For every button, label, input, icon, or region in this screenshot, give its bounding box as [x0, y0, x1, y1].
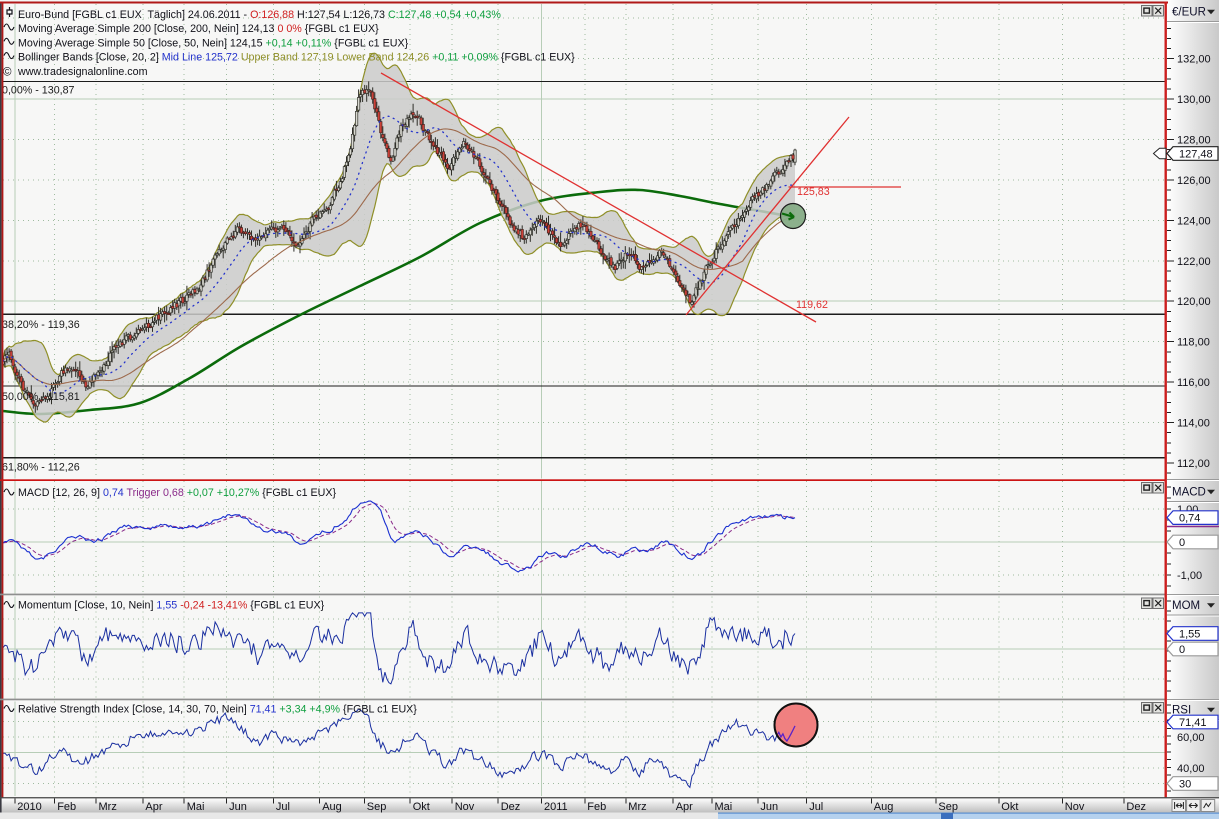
svg-text:0,00% - 130,87: 0,00% - 130,87 [2, 85, 75, 97]
svg-text:Feb: Feb [587, 801, 606, 813]
svg-text:Nov: Nov [1065, 801, 1085, 813]
svg-text:127,48: 127,48 [1179, 149, 1213, 161]
svg-text:Apr: Apr [145, 801, 162, 813]
svg-text:Jul: Jul [809, 801, 823, 813]
svg-text:50,00% - 115,81: 50,00% - 115,81 [2, 391, 80, 403]
svg-text:Aug: Aug [874, 801, 894, 813]
svg-text:Relative Strength Index [Close: Relative Strength Index [Close, 14, 30, … [18, 704, 417, 716]
svg-text:Dez: Dez [501, 801, 521, 813]
svg-text:-1,00: -1,00 [1177, 570, 1202, 582]
svg-text:Dez: Dez [1126, 801, 1146, 813]
svg-text:126,00: 126,00 [1177, 175, 1211, 187]
svg-text:Sep: Sep [938, 801, 958, 813]
svg-text:Mai: Mai [715, 801, 733, 813]
svg-text:120,00: 120,00 [1177, 296, 1211, 308]
svg-text:118,00: 118,00 [1177, 337, 1210, 349]
svg-text:Sep: Sep [367, 801, 387, 813]
svg-text:Bollinger Bands [Close, 20, 2]: Bollinger Bands [Close, 20, 2] Mid Line … [18, 52, 575, 64]
svg-text:Nov: Nov [455, 801, 475, 813]
svg-text:Moving Average Simple 50 [Clos: Moving Average Simple 50 [Close, 50, Nei… [18, 37, 409, 49]
svg-text:0: 0 [1179, 537, 1185, 549]
svg-text:Mai: Mai [187, 801, 205, 813]
svg-text:www.tradesignalonline.com: www.tradesignalonline.com [17, 66, 148, 78]
svg-text:Feb: Feb [57, 801, 76, 813]
svg-text:122,00: 122,00 [1177, 256, 1211, 268]
svg-text:Mrz: Mrz [628, 801, 646, 813]
svg-text:€/EUR: €/EUR [1172, 7, 1206, 19]
svg-text:Jul: Jul [276, 801, 290, 813]
svg-text:©: © [3, 67, 12, 79]
svg-text:Euro-Bund [FGBL c1 EUX Täglic: Euro-Bund [FGBL c1 EUX Täglich] 24.06.20… [18, 9, 501, 21]
svg-text:116,00: 116,00 [1177, 377, 1210, 389]
svg-text:MACD: MACD [1172, 487, 1206, 499]
svg-text:38,20% - 119,36: 38,20% - 119,36 [2, 319, 80, 331]
svg-text:60,00: 60,00 [1177, 732, 1205, 744]
svg-text:2010: 2010 [17, 801, 41, 813]
svg-text:1,55: 1,55 [1179, 629, 1200, 641]
svg-text:RSI: RSI [1172, 705, 1191, 717]
svg-text:Momentum [Close, 10, Nein] 1,5: Momentum [Close, 10, Nein] 1,55 -0,24 -1… [18, 600, 325, 612]
svg-text:61,80% - 112,26: 61,80% - 112,26 [2, 462, 80, 474]
svg-text:MOM: MOM [1172, 600, 1200, 612]
svg-text:Aug: Aug [322, 801, 342, 813]
svg-text:71,41: 71,41 [1179, 717, 1207, 729]
svg-text:112,00: 112,00 [1177, 458, 1210, 470]
svg-text:124,00: 124,00 [1177, 215, 1211, 227]
svg-text:Okt: Okt [413, 801, 430, 813]
svg-text:119,62: 119,62 [796, 299, 828, 311]
svg-text:0: 0 [1179, 644, 1185, 656]
svg-text:Jun: Jun [229, 801, 247, 813]
svg-text:125,83: 125,83 [797, 186, 830, 198]
svg-text:0,74: 0,74 [1179, 513, 1200, 525]
svg-text:130,00: 130,00 [1177, 94, 1211, 106]
svg-text:40,00: 40,00 [1177, 763, 1205, 775]
svg-text:30: 30 [1179, 779, 1191, 791]
svg-text:Apr: Apr [676, 801, 693, 813]
svg-text:132,00: 132,00 [1177, 54, 1211, 66]
svg-text:Okt: Okt [1001, 801, 1018, 813]
svg-text:128,00: 128,00 [1177, 135, 1211, 147]
svg-text:114,00: 114,00 [1177, 418, 1210, 430]
svg-text:Moving Average Simple 200 [Clo: Moving Average Simple 200 [Close, 200, N… [18, 23, 379, 35]
svg-text:Jun: Jun [760, 801, 778, 813]
svg-text:MACD [12, 26, 9] 0,74 Trigger: MACD [12, 26, 9] 0,74 Trigger 0,68 +0,07… [18, 487, 337, 499]
svg-text:Mrz: Mrz [99, 801, 117, 813]
svg-text:2011: 2011 [544, 801, 568, 813]
